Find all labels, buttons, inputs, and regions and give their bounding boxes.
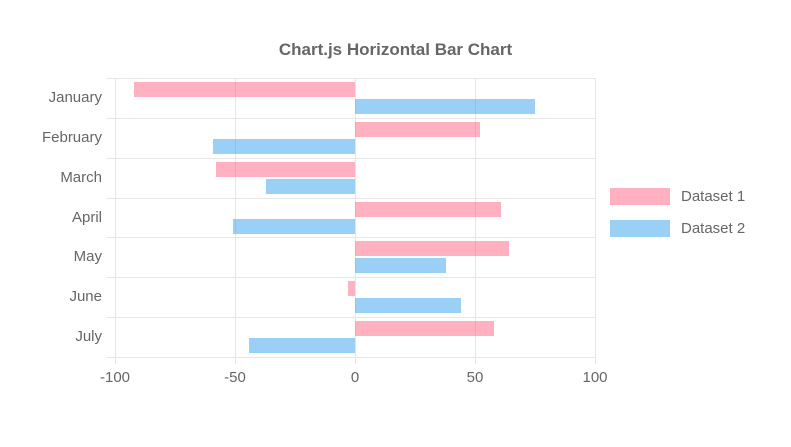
y-axis-label-january: January [48, 88, 102, 106]
bar-dataset1-april[interactable] [355, 201, 502, 217]
horizontal-gridline [115, 317, 595, 318]
vertical-gridline [475, 78, 476, 357]
y-tick-mark [107, 317, 115, 318]
y-tick-mark [107, 118, 115, 119]
bar-dataset1-march[interactable] [215, 161, 355, 177]
vertical-gridline [595, 78, 596, 357]
y-axis-label-february: February [41, 128, 102, 146]
legend-swatch [610, 188, 670, 205]
bar-dataset2-june[interactable] [355, 298, 461, 314]
x-axis-label--50: -50 [224, 369, 246, 386]
y-axis-label-march: March [60, 168, 102, 186]
legend-item-dataset2[interactable]: Dataset 2 [610, 220, 745, 237]
bar-dataset1-may[interactable] [355, 241, 509, 257]
bar-dataset2-february[interactable] [213, 138, 355, 154]
y-tick-mark [107, 158, 115, 159]
x-axis-label-0: 0 [350, 369, 360, 386]
y-axis-label-june: June [69, 288, 102, 306]
x-axis-label-50: 50 [466, 369, 484, 386]
chart-title: Chart.js Horizontal Bar Chart [278, 40, 513, 59]
bar-dataset1-june[interactable] [347, 281, 355, 297]
horizontal-gridline [115, 198, 595, 199]
y-tick-mark [107, 198, 115, 199]
bar-dataset1-february[interactable] [355, 121, 480, 137]
y-tick-mark [107, 78, 115, 79]
y-tick-mark [107, 237, 115, 238]
bar-dataset2-april[interactable] [232, 218, 355, 234]
x-tick-mark [475, 357, 476, 364]
y-axis-label-july: July [75, 328, 102, 346]
y-axis-label-april: April [71, 208, 102, 226]
legend-item-dataset1[interactable]: Dataset 1 [610, 188, 745, 205]
bar-dataset1-july[interactable] [355, 321, 495, 337]
x-axis-label-100: 100 [582, 369, 608, 386]
legend-label: Dataset 2 [681, 220, 746, 237]
horizontal-gridline [115, 118, 595, 119]
bar-dataset1-january[interactable] [134, 81, 355, 97]
vertical-gridline [115, 78, 116, 357]
bar-dataset2-may[interactable] [355, 258, 447, 274]
horizontal-gridline [115, 237, 595, 238]
horizontal-gridline [115, 357, 595, 358]
y-axis-label-may: May [73, 248, 102, 266]
bar-dataset2-march[interactable] [266, 178, 355, 194]
y-tick-mark [107, 357, 115, 358]
bar-dataset2-july[interactable] [249, 338, 355, 354]
legend-swatch [610, 220, 670, 237]
vertical-gridline [355, 78, 356, 357]
bar-dataset2-january[interactable] [355, 98, 535, 114]
legend-label: Dataset 1 [681, 188, 746, 205]
horizontal-gridline [115, 78, 595, 79]
horizontal-gridline [115, 277, 595, 278]
vertical-gridline [235, 78, 236, 357]
x-tick-mark [235, 357, 236, 364]
x-tick-mark [115, 357, 116, 364]
y-tick-mark [107, 277, 115, 278]
horizontal-gridline [115, 158, 595, 159]
x-axis-label--100: -100 [99, 369, 131, 386]
x-tick-mark [355, 357, 356, 364]
x-tick-mark [595, 357, 596, 364]
legend: Dataset 1 Dataset 2 [610, 188, 745, 252]
